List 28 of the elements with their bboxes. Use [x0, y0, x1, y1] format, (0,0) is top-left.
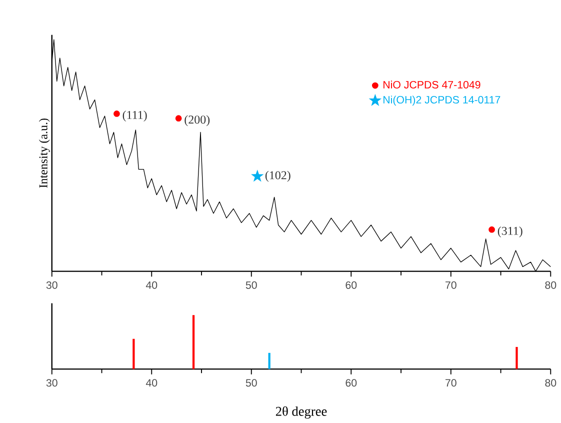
x-tick-label: 60 [346, 379, 357, 387]
bar [132, 338, 135, 370]
bar [268, 352, 270, 370]
x-axis-title: 2θ degree [276, 406, 327, 419]
bar [516, 346, 518, 370]
annotation: (102) [265, 170, 290, 182]
point [175, 115, 182, 122]
annotation: (200) [184, 115, 210, 126]
point [114, 110, 120, 117]
point [252, 170, 263, 181]
annotation: (111) [122, 110, 147, 122]
legend-label: Ni(OH)2 JCPDS 14-0117 [384, 96, 500, 106]
x-tick-label: 70 [446, 379, 456, 387]
x-tick-label: 40 [146, 379, 158, 387]
x-tick-label: 80 [545, 379, 556, 387]
point [488, 226, 495, 233]
annotation: (311) [498, 226, 522, 238]
x-tick-label: 70 [446, 281, 456, 289]
bar [192, 315, 195, 370]
x-tick-label: 50 [246, 379, 257, 387]
x-tick-label: 30 [46, 379, 58, 387]
legend-label: NiO JCPDS 47-1049 [384, 80, 480, 89]
x-tick-label: 30 [46, 281, 58, 289]
x-tick-label: 50 [246, 281, 257, 289]
x-tick-label: 40 [146, 281, 158, 289]
x-tick-label: 60 [346, 281, 357, 289]
y-axis-title: Intensity (a.u.) [38, 118, 50, 188]
x-tick-label: 80 [545, 281, 556, 289]
